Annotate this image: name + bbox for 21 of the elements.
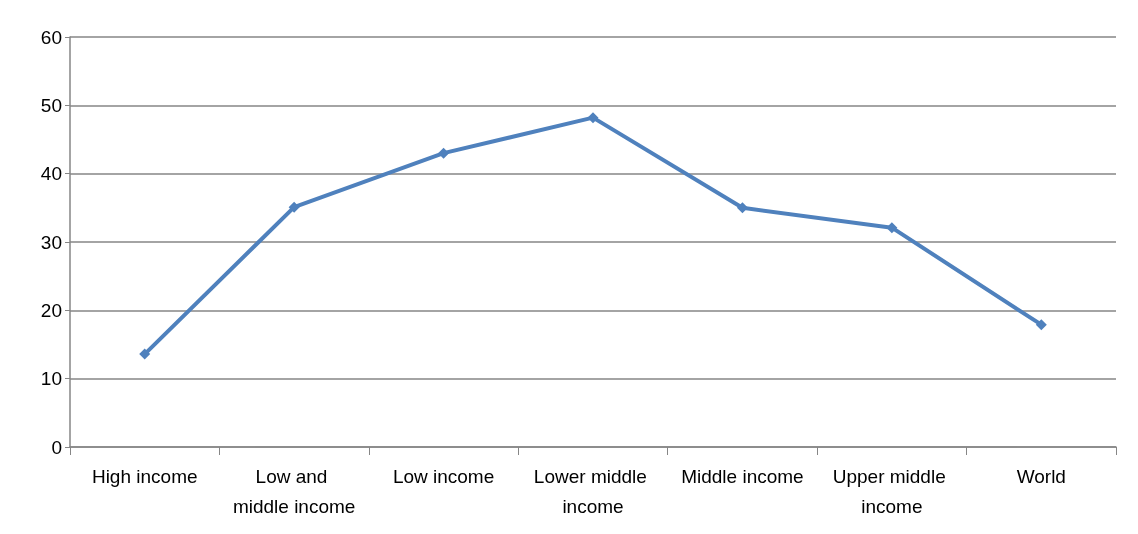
point bbox=[886, 222, 898, 234]
point bbox=[736, 202, 748, 214]
y-tick-label: 10 bbox=[40, 368, 62, 390]
x-tick-label: Middle income bbox=[681, 465, 804, 487]
y-tick-label: 60 bbox=[40, 26, 62, 48]
x-tick-label: High income bbox=[91, 465, 198, 487]
y-tick-label: 30 bbox=[40, 231, 62, 253]
x-tick-label: Lower middle income bbox=[533, 465, 653, 517]
x-tick-label: World bbox=[1016, 465, 1066, 487]
x-tick-label: Upper middle income bbox=[832, 465, 951, 517]
y-tick-label: 0 bbox=[51, 436, 62, 458]
point bbox=[438, 147, 450, 159]
x-tick-label: Low income bbox=[392, 465, 495, 487]
x-tick-label: Low and middle income bbox=[232, 465, 356, 517]
point bbox=[1035, 319, 1047, 331]
y-tick-label: 50 bbox=[40, 94, 62, 116]
point bbox=[587, 112, 599, 124]
y-tick-label: 40 bbox=[40, 163, 62, 185]
point bbox=[139, 348, 151, 360]
point bbox=[288, 201, 300, 213]
y-tick-label: 20 bbox=[40, 299, 62, 321]
